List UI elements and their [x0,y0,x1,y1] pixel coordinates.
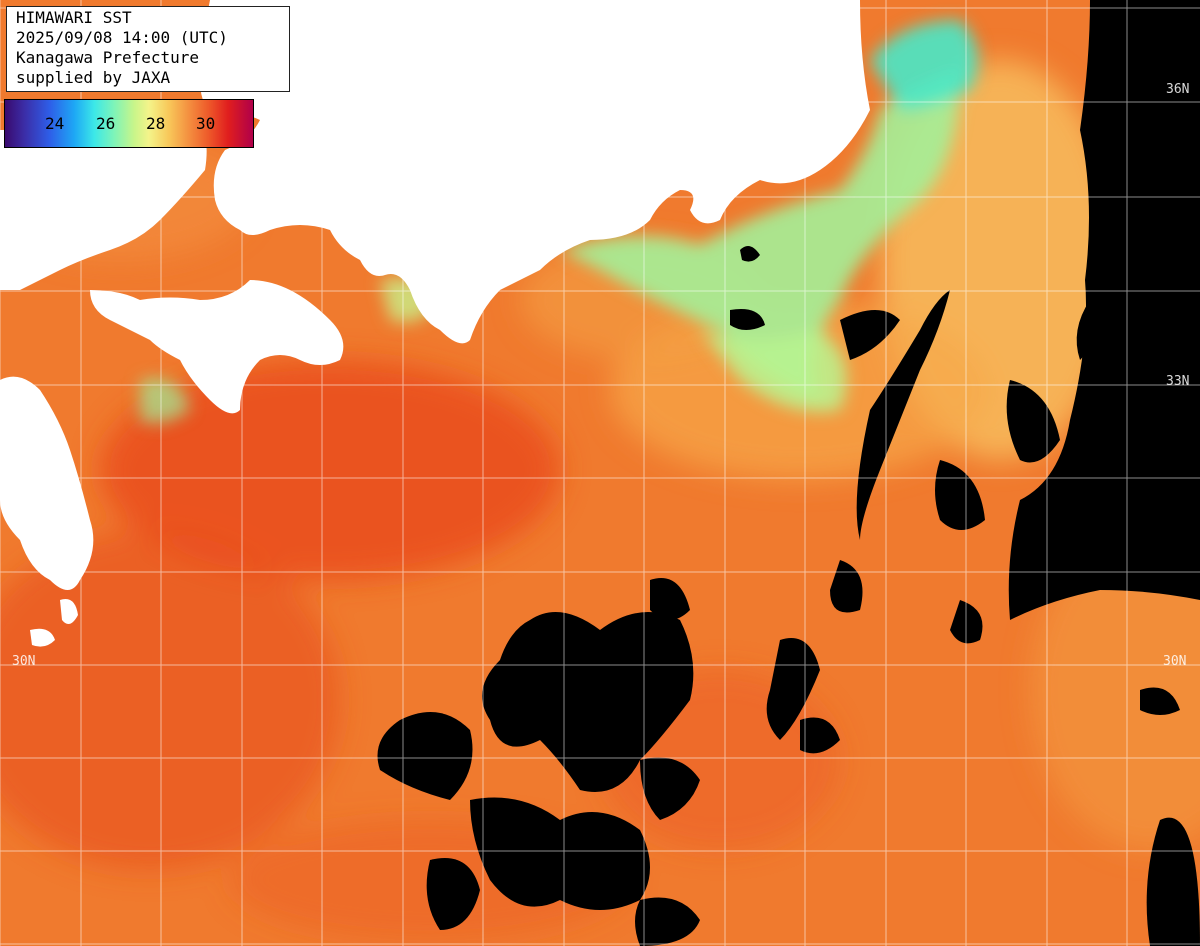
data-credit: supplied by JAXA [16,68,171,87]
lon-label-136e: 136E [483,2,498,34]
scale-label-30: 30 [196,114,216,133]
west-honshu-land [0,110,207,290]
lat-label-30n-right: 30N [1163,654,1187,669]
island-small-1 [480,156,500,184]
kii-peninsula-land [400,235,445,275]
title-box: HIMAWARI SST 2025/09/08 14:00 (UTC) Kana… [6,6,290,92]
island-small-3 [60,599,78,624]
island-small-2 [30,628,55,647]
shikoku-land [90,280,344,414]
lat-label-30n-left: 30N [12,654,36,669]
honshu-land [200,0,870,344]
lat-label-33n: 33N [1166,374,1190,389]
provider-name: Kanagawa Prefecture [16,48,200,67]
cloud-cover [377,0,1200,946]
scale-label-24: 24 [45,114,65,133]
observation-timestamp: 2025/09/08 14:00 (UTC) [16,28,228,47]
island-small-4 [780,136,805,161]
product-title: HIMAWARI SST [16,8,132,27]
temperature-color-scale: 24 26 28 30 [4,99,254,148]
lat-label-36n: 36N [1166,82,1190,97]
scale-label-26: 26 [96,114,116,133]
land-masses [0,0,870,647]
scale-label-28: 28 [146,114,166,133]
kyushu-land [0,376,94,590]
